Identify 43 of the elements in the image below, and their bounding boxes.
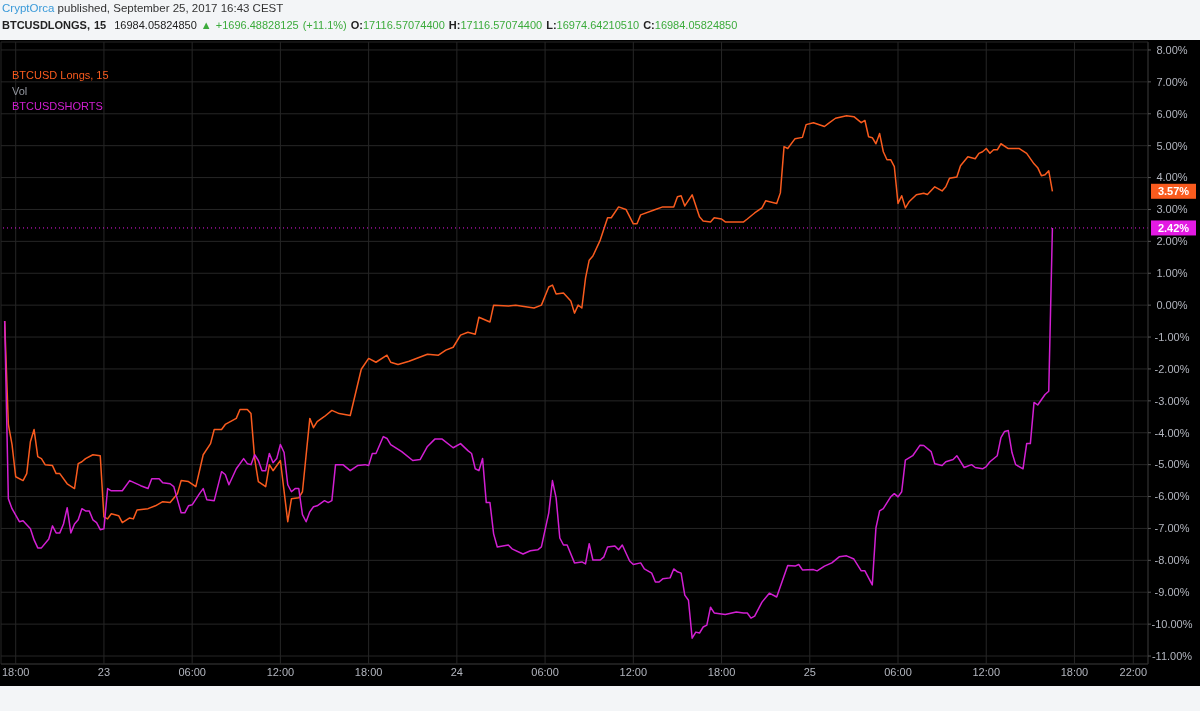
chart-title: CryptOrca published, September 25, 2017 16:43 CEST bbox=[2, 2, 284, 14]
line-series bbox=[3, 227, 1054, 639]
y-tick-label: -3.00% bbox=[1154, 394, 1190, 407]
y-tick-label: -2.00% bbox=[1154, 362, 1190, 375]
y-tick-label: -7.00% bbox=[1154, 522, 1190, 535]
y-tick-label: 7.00% bbox=[1156, 75, 1188, 88]
line-series bbox=[3, 114, 1054, 524]
y-tick-label: 2.00% bbox=[1156, 235, 1188, 248]
y-tick-label: 0.00% bbox=[1156, 299, 1188, 311]
x-tick-label: 23 bbox=[97, 666, 111, 679]
y-tick-label: -4.00% bbox=[1154, 426, 1190, 439]
y-tick-label: 4.00% bbox=[1156, 171, 1188, 184]
y-tick-label: -8.00% bbox=[1154, 554, 1190, 567]
y-tick-label: 6.00% bbox=[1156, 107, 1188, 120]
x-tick-label: 18:00 bbox=[1, 666, 30, 679]
y-tick-label: -10.00% bbox=[1151, 617, 1193, 630]
x-tick-label: 18:00 bbox=[354, 666, 383, 679]
y-tick-label: -1.00% bbox=[1154, 330, 1190, 343]
y-tick-label: -5.00% bbox=[1154, 458, 1190, 471]
text: BTCUSDSHORTS bbox=[12, 100, 103, 112]
y-tick-label: 3.00% bbox=[1156, 203, 1188, 216]
x-tick-label: 22:00 bbox=[1119, 666, 1148, 679]
x-tick-label: 18:00 bbox=[707, 666, 736, 679]
x-tick-label: 12:00 bbox=[266, 666, 295, 679]
x-tick-label: 18:00 bbox=[1060, 666, 1089, 679]
y-tick-label: 8.00% bbox=[1156, 43, 1188, 56]
y-tick-label: -9.00% bbox=[1154, 586, 1190, 599]
x-tick-label: 12:00 bbox=[972, 666, 1001, 679]
text: BTCUSD Longs, 15 bbox=[12, 69, 109, 81]
x-tick-label: 06:00 bbox=[178, 666, 206, 679]
text: 3.57% bbox=[1157, 185, 1190, 198]
x-tick-label: 06:00 bbox=[884, 666, 912, 679]
x-tick-label: 24 bbox=[450, 666, 463, 679]
y-tick-label: -11.00% bbox=[1151, 649, 1193, 662]
y-tick-label: -6.00% bbox=[1154, 490, 1190, 503]
y-tick-label: 1.00% bbox=[1156, 267, 1188, 280]
ref-line-label: 2.42% bbox=[1157, 221, 1190, 234]
text: BTCUSDLONGS, 15 16984.05824850 ▲ +1696.48828125 (+11.1%) O:17116.57074400 H:17116.57074400 L:16974.64210510 C:16984.05824850 bbox=[2, 19, 738, 31]
y-tick-label: 5.00% bbox=[1156, 139, 1188, 152]
annotation: Vol bbox=[12, 84, 28, 97]
x-tick-label: 25 bbox=[803, 666, 816, 679]
x-tick-label: 12:00 bbox=[619, 666, 648, 679]
x-tick-label: 06:00 bbox=[531, 666, 559, 679]
